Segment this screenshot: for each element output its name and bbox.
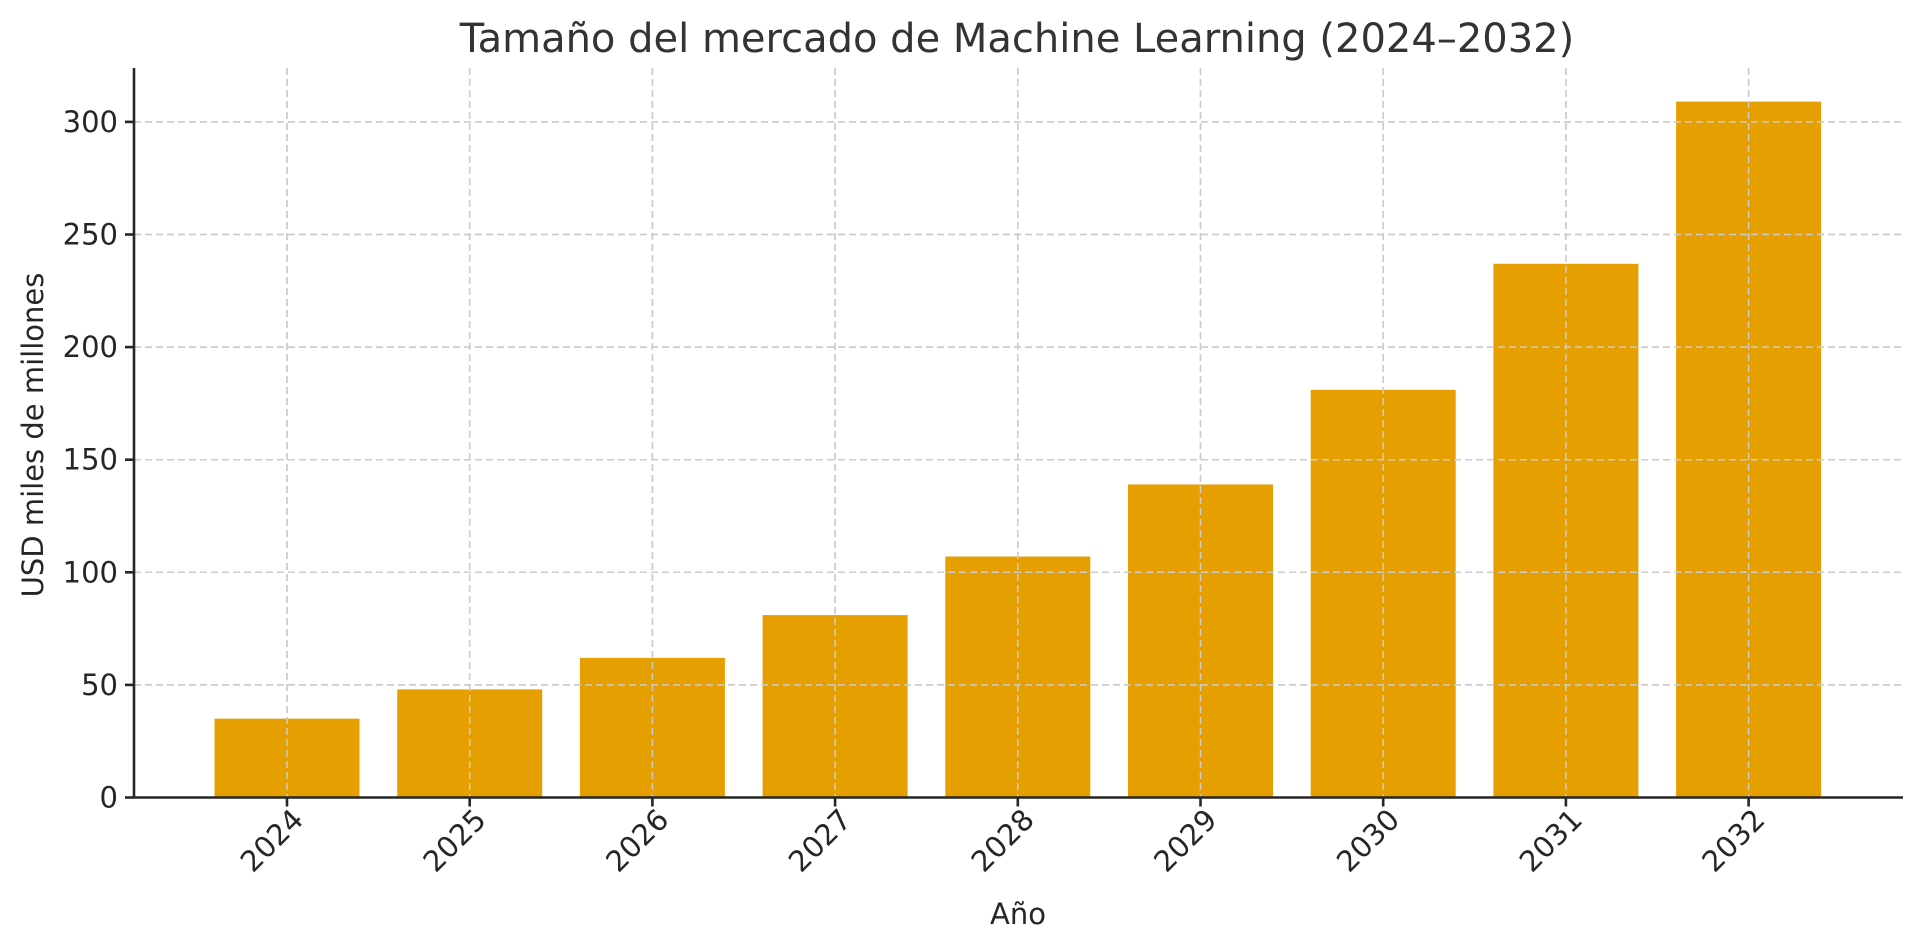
y-tick-label: 0 <box>100 781 118 815</box>
x-tick-label: 2030 <box>1330 802 1406 878</box>
x-tick-label: 2028 <box>965 802 1041 878</box>
y-tick-label: 250 <box>63 218 118 252</box>
y-tick-label: 50 <box>81 668 118 702</box>
y-tick-label: 200 <box>63 330 118 364</box>
x-axis-label: Año <box>990 897 1046 931</box>
x-tick-label: 2032 <box>1695 802 1771 878</box>
y-axis-ticks: 0 50 100 150 200 250 300 <box>63 105 134 815</box>
y-tick-label: 100 <box>63 555 118 589</box>
x-tick-label: 2024 <box>234 802 310 878</box>
y-axis-label: USD miles de millones <box>16 273 50 598</box>
chart-title: Tamaño del mercado de Machine Learning (… <box>459 16 1574 62</box>
bars <box>134 68 1903 798</box>
x-tick-label: 2025 <box>416 802 492 878</box>
y-tick-label: 300 <box>63 105 118 139</box>
x-tick-label: 2027 <box>782 802 858 878</box>
y-tick-label: 150 <box>63 443 118 477</box>
x-tick-label: 2026 <box>599 802 675 878</box>
x-axis-ticks: 2024 2025 2026 2027 2028 2029 2030 2031 2032 <box>234 797 1772 879</box>
bar-2030 <box>1310 389 1456 798</box>
x-tick-label: 2029 <box>1147 802 1223 878</box>
x-tick-label: 2031 <box>1513 802 1589 878</box>
